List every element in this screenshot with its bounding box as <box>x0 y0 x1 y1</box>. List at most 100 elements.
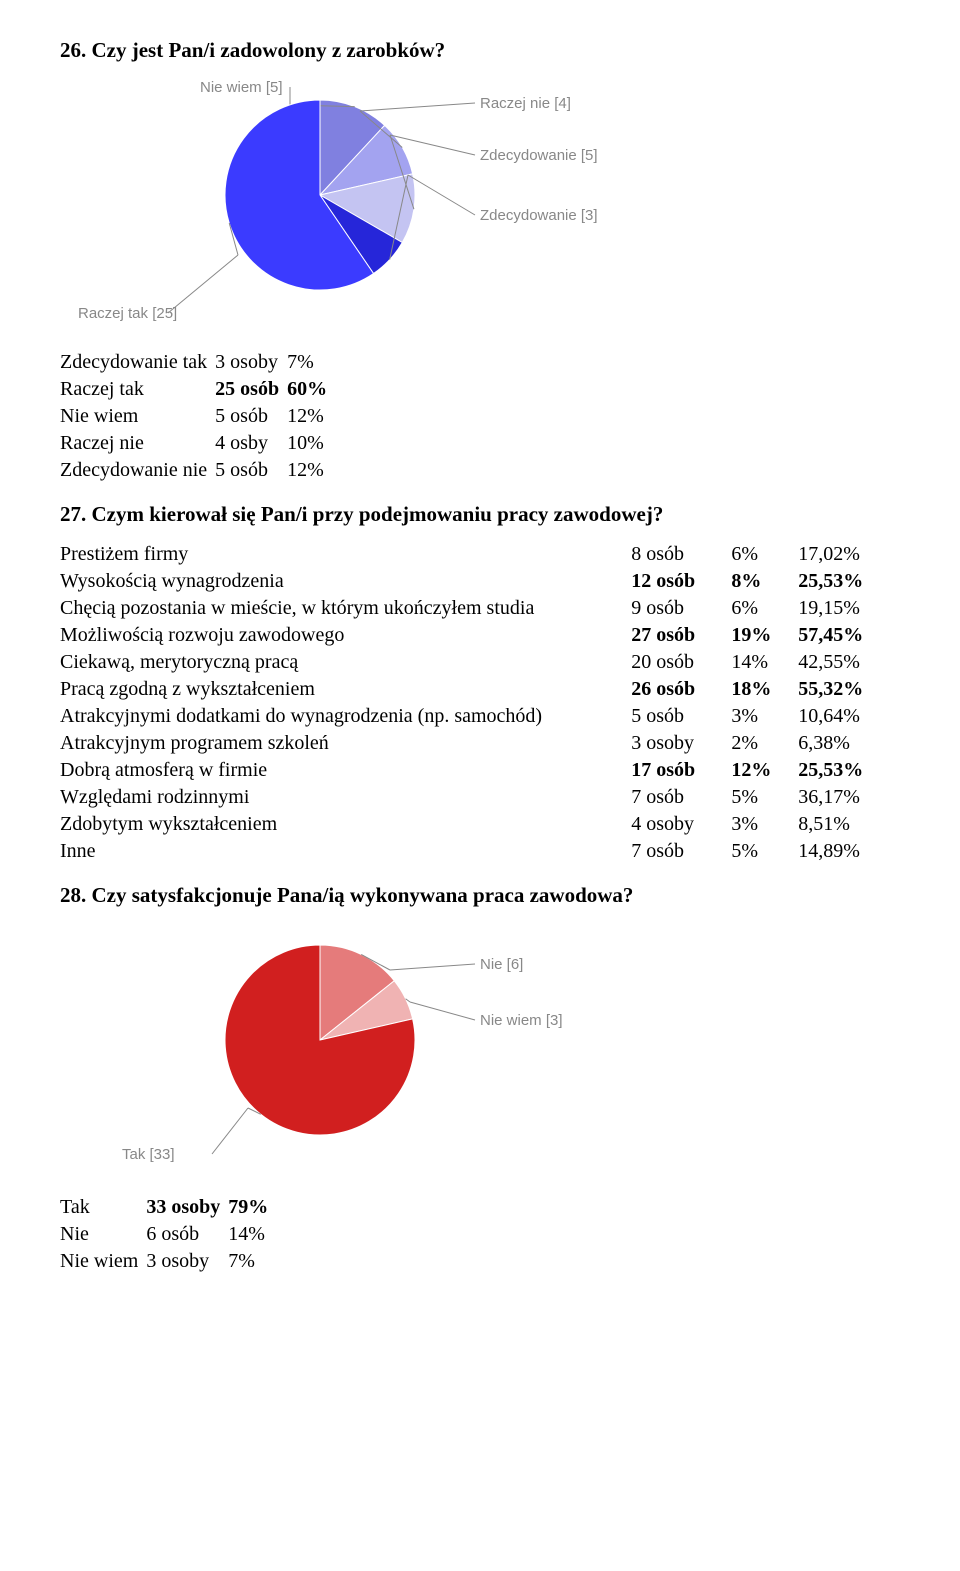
row-label: Nie <box>60 1221 146 1248</box>
table-row: Atrakcyjnymi dodatkami do wynagrodzenia … <box>60 703 900 730</box>
table-row: Względami rodzinnymi7 osób5%36,17% <box>60 784 900 811</box>
row-label: Atrakcyjnym programem szkoleń <box>60 730 631 757</box>
row-pct1: 2% <box>731 730 798 757</box>
row-pct1: 6% <box>731 541 798 568</box>
row-pct1: 3% <box>731 811 798 838</box>
row-pct2: 14,89% <box>798 838 900 865</box>
pie-callout-line <box>408 175 475 215</box>
row-label: Ciekawą, merytoryczną pracą <box>60 649 631 676</box>
row-label: Nie wiem <box>60 1248 146 1275</box>
pie-callout-line <box>168 255 238 313</box>
pie-callout-line <box>212 1108 248 1154</box>
table-row: Nie wiem3 osoby7% <box>60 1248 276 1275</box>
row-pct: 12% <box>287 403 335 430</box>
row-pct2: 36,17% <box>798 784 900 811</box>
row-pct: 10% <box>287 430 335 457</box>
q26-pie-chart: Nie wiem [5]Raczej nie [4]Zdecydowanie [… <box>60 75 630 325</box>
row-count: 3 osoby <box>631 730 731 757</box>
q28-heading: 28. Czy satysfakcjonuje Pana/ią wykonywa… <box>60 883 900 908</box>
row-pct2: 17,02% <box>798 541 900 568</box>
row-label: Tak <box>60 1194 146 1221</box>
table-row: Możliwością rozwoju zawodowego27 osób19%… <box>60 622 900 649</box>
row-pct1: 5% <box>731 838 798 865</box>
table-row: Atrakcyjnym programem szkoleń3 osoby2%6,… <box>60 730 900 757</box>
row-count: 4 osoby <box>631 811 731 838</box>
q26-heading: 26. Czy jest Pan/i zadowolony z zarobków… <box>60 38 900 63</box>
q27-heading: 27. Czym kierował się Pan/i przy podejmo… <box>60 502 900 527</box>
pie-slice-label: Nie wiem [3] <box>480 1012 563 1029</box>
row-count: 17 osób <box>631 757 731 784</box>
row-count: 8 osób <box>631 541 731 568</box>
table-row: Inne7 osób5%14,89% <box>60 838 900 865</box>
row-pct2: 42,55% <box>798 649 900 676</box>
row-label: Wysokością wynagrodzenia <box>60 568 631 595</box>
row-count: 5 osób <box>631 703 731 730</box>
table-row: Prestiżem firmy8 osób6%17,02% <box>60 541 900 568</box>
table-row: Raczej tak25 osób60% <box>60 376 335 403</box>
table-row: Ciekawą, merytoryczną pracą20 osób14%42,… <box>60 649 900 676</box>
row-count: 25 osób <box>215 376 287 403</box>
row-pct2: 6,38% <box>798 730 900 757</box>
table-row: Pracą zgodną z wykształceniem26 osób18%5… <box>60 676 900 703</box>
table-row: Chęcią pozostania w mieście, w którym uk… <box>60 595 900 622</box>
row-pct: 60% <box>287 376 335 403</box>
q28-pie-svg <box>60 920 630 1170</box>
row-label: Raczej nie <box>60 430 215 457</box>
row-pct: 7% <box>228 1248 276 1275</box>
row-label: Zdecydowanie tak <box>60 349 215 376</box>
row-count: 3 osoby <box>215 349 287 376</box>
row-pct2: 25,53% <box>798 568 900 595</box>
pie-slice-label: Nie [6] <box>480 956 523 973</box>
table-row: Nie6 osób14% <box>60 1221 276 1248</box>
table-row: Dobrą atmosferą w firmie17 osób12%25,53% <box>60 757 900 784</box>
row-pct1: 19% <box>731 622 798 649</box>
row-pct: 12% <box>287 457 335 484</box>
row-count: 5 osób <box>215 457 287 484</box>
row-label: Chęcią pozostania w mieście, w którym uk… <box>60 595 631 622</box>
row-pct1: 18% <box>731 676 798 703</box>
row-label: Pracą zgodną z wykształceniem <box>60 676 631 703</box>
row-count: 5 osób <box>215 403 287 430</box>
row-label: Względami rodzinnymi <box>60 784 631 811</box>
row-count: 33 osoby <box>146 1194 228 1221</box>
row-label: Nie wiem <box>60 403 215 430</box>
row-label: Zdecydowanie nie <box>60 457 215 484</box>
q26-table: Zdecydowanie tak3 osoby7%Raczej tak25 os… <box>60 349 335 484</box>
table-row: Zdecydowanie nie5 osób12% <box>60 457 335 484</box>
q28-pie-chart: Nie [6]Nie wiem [3]Tak [33] <box>60 920 630 1170</box>
row-label: Atrakcyjnymi dodatkami do wynagrodzenia … <box>60 703 631 730</box>
row-count: 3 osoby <box>146 1248 228 1275</box>
row-pct1: 3% <box>731 703 798 730</box>
pie-slice-label: Raczej tak [25] <box>78 305 177 322</box>
row-pct1: 8% <box>731 568 798 595</box>
row-count: 4 osby <box>215 430 287 457</box>
pie-slice-label: Raczej nie [4] <box>480 95 571 112</box>
row-count: 6 osób <box>146 1221 228 1248</box>
row-pct1: 5% <box>731 784 798 811</box>
q26-pie-svg <box>60 75 630 325</box>
row-pct1: 6% <box>731 595 798 622</box>
row-label: Raczej tak <box>60 376 215 403</box>
row-count: 12 osób <box>631 568 731 595</box>
table-row: Tak33 osoby79% <box>60 1194 276 1221</box>
row-pct1: 12% <box>731 757 798 784</box>
row-count: 9 osób <box>631 595 731 622</box>
table-row: Zdecydowanie tak3 osoby7% <box>60 349 335 376</box>
row-count: 26 osób <box>631 676 731 703</box>
row-pct: 14% <box>228 1221 276 1248</box>
pie-callout-line <box>390 964 475 970</box>
table-row: Nie wiem5 osób12% <box>60 403 335 430</box>
row-pct2: 10,64% <box>798 703 900 730</box>
row-pct: 7% <box>287 349 335 376</box>
pie-callout-line <box>360 103 475 111</box>
q27-table: Prestiżem firmy8 osób6%17,02%Wysokością … <box>60 541 900 865</box>
table-row: Wysokością wynagrodzenia12 osób8%25,53% <box>60 568 900 595</box>
row-count: 7 osób <box>631 784 731 811</box>
row-label: Zdobytym wykształceniem <box>60 811 631 838</box>
row-count: 27 osób <box>631 622 731 649</box>
pie-callout-line <box>410 1002 475 1020</box>
row-pct1: 14% <box>731 649 798 676</box>
row-label: Możliwością rozwoju zawodowego <box>60 622 631 649</box>
q28-table: Tak33 osoby79%Nie6 osób14%Nie wiem3 osob… <box>60 1194 276 1275</box>
row-pct2: 8,51% <box>798 811 900 838</box>
